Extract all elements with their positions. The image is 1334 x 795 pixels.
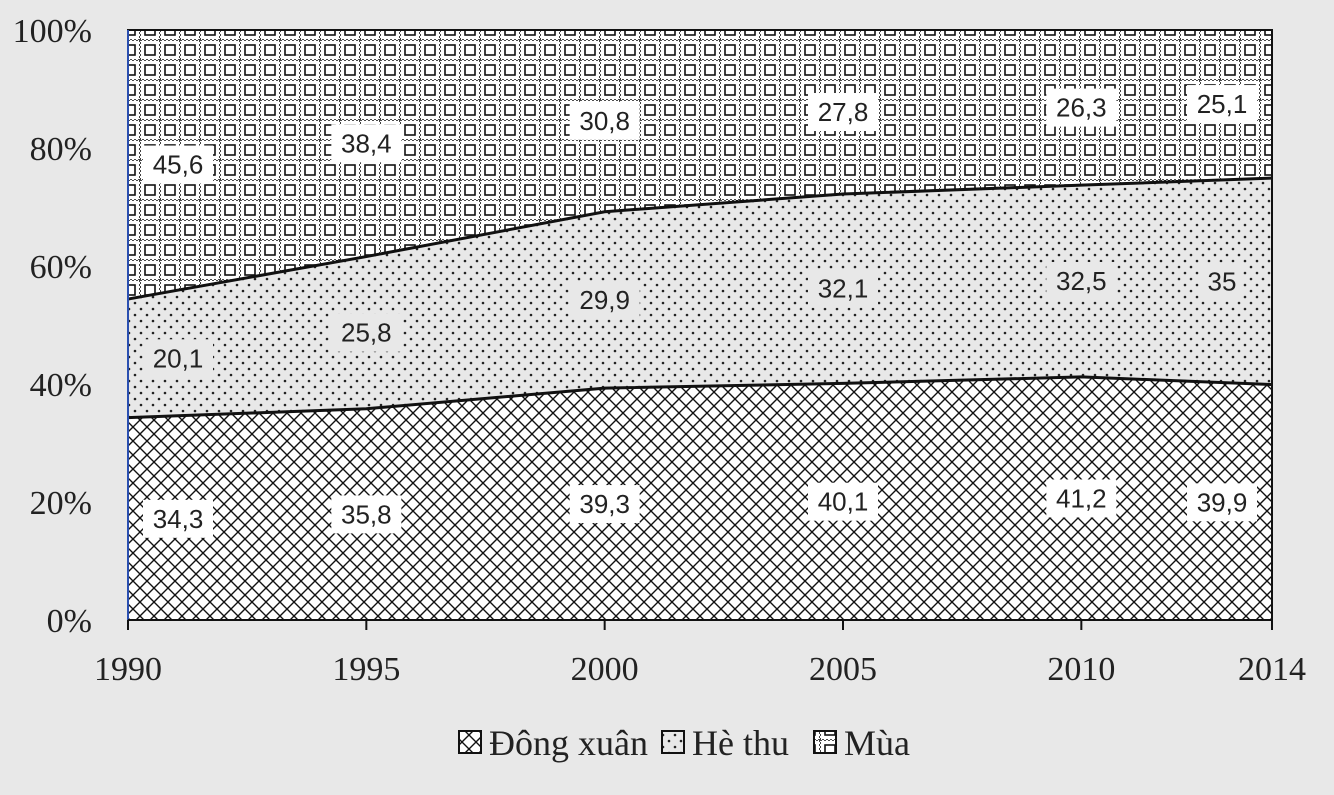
- area-layers: [128, 30, 1272, 620]
- data-label-1-4: 32,5: [1046, 262, 1117, 301]
- svg-text:38,4: 38,4: [341, 128, 392, 158]
- svg-text:20,1: 20,1: [153, 343, 204, 373]
- svg-text:30,8: 30,8: [579, 106, 630, 136]
- legend-label: Hè thu: [692, 723, 789, 763]
- data-label-1-1: 25,8: [331, 313, 402, 352]
- data-label-0-4: 41,2: [1046, 479, 1117, 518]
- area-0: [128, 376, 1272, 620]
- x-tick-label: 1990: [94, 651, 162, 688]
- y-tick-label: 100%: [13, 13, 92, 50]
- data-label-0-3: 40,1: [808, 482, 878, 521]
- legend-item-2: Mùa: [813, 723, 910, 763]
- svg-text:32,5: 32,5: [1056, 266, 1107, 296]
- data-label-0-0: 34,3: [143, 499, 213, 538]
- legend: Đông xuân Hè thu Mùa: [458, 723, 910, 763]
- data-label-0-5: 39,9: [1187, 483, 1257, 522]
- data-label-2-0: 45,6: [143, 145, 213, 184]
- svg-text:41,2: 41,2: [1056, 483, 1107, 513]
- area-2: [128, 30, 1272, 300]
- svg-text:35,8: 35,8: [341, 499, 392, 529]
- svg-text:39,9: 39,9: [1197, 487, 1248, 517]
- x-tick-label: 2000: [571, 651, 639, 688]
- svg-text:32,1: 32,1: [818, 274, 869, 304]
- x-tick-label: 2005: [809, 651, 877, 688]
- data-label-2-2: 30,8: [569, 101, 640, 140]
- data-label-2-4: 26,3: [1046, 88, 1117, 127]
- data-label-1-0: 20,1: [143, 339, 213, 378]
- y-tick-label: 20%: [30, 485, 92, 522]
- data-label-1-5: 35: [1201, 262, 1243, 301]
- y-tick-label: 60%: [30, 249, 92, 286]
- boundary-line-0: [127, 375, 1273, 420]
- y-tick-label: 80%: [30, 131, 92, 168]
- data-label-0-1: 35,8: [331, 495, 402, 534]
- legend-swatch: [458, 730, 482, 754]
- legend-swatch: [813, 730, 837, 754]
- y-tick-label: 40%: [30, 367, 92, 404]
- data-label-1-2: 29,9: [569, 280, 640, 319]
- data-label-2-5: 25,1: [1187, 85, 1257, 124]
- legend-label: Mùa: [844, 723, 910, 763]
- area-1: [128, 178, 1272, 418]
- data-labels: 34,3 35,8 39,3 40,1 41,2 39,9 20,1 25,8 29,9 32,1…: [143, 85, 1257, 538]
- data-label-1-3: 32,1: [808, 269, 878, 308]
- legend-item-0: Đông xuân: [458, 723, 648, 763]
- data-label-2-1: 38,4: [331, 124, 402, 163]
- svg-text:45,6: 45,6: [153, 150, 204, 180]
- x-tick-label: 2010: [1047, 651, 1115, 688]
- svg-text:26,3: 26,3: [1056, 93, 1107, 123]
- boundary-line-1: [127, 176, 1273, 301]
- svg-text:25,8: 25,8: [341, 318, 392, 348]
- x-tick-label: 1995: [332, 651, 400, 688]
- svg-text:29,9: 29,9: [579, 285, 630, 315]
- svg-text:39,3: 39,3: [579, 489, 630, 519]
- data-label-2-3: 27,8: [808, 93, 878, 132]
- y-tick-label: 0%: [47, 603, 92, 640]
- svg-text:34,3: 34,3: [153, 504, 204, 534]
- data-label-0-2: 39,3: [569, 485, 640, 524]
- svg-text:35: 35: [1208, 266, 1237, 296]
- axes: 0% 20% 40% 60% 80% 100% 1990 1995 2000 2005 2010 20…: [13, 13, 1306, 688]
- legend-item-1: Hè thu: [661, 723, 789, 763]
- svg-text:25,1: 25,1: [1197, 89, 1248, 119]
- svg-text:40,1: 40,1: [818, 487, 869, 517]
- legend-swatch: [661, 730, 685, 754]
- x-tick-label: 2014: [1238, 651, 1306, 688]
- svg-text:27,8: 27,8: [818, 97, 869, 127]
- legend-label: Đông xuân: [489, 723, 648, 763]
